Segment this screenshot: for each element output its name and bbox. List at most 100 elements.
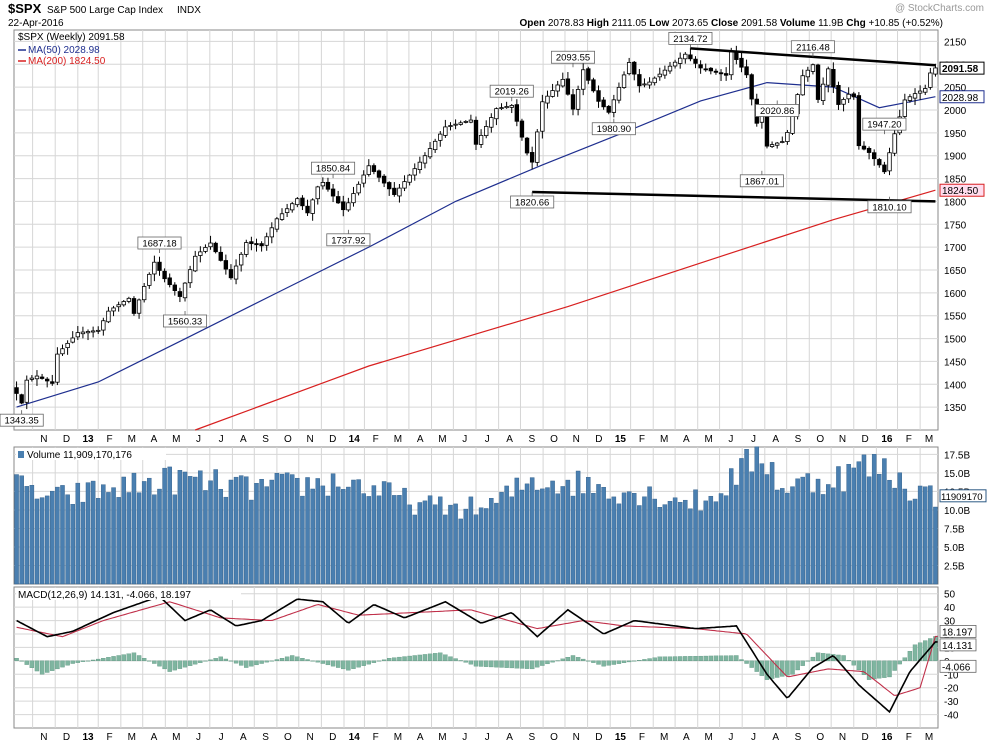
volume-bar xyxy=(274,472,280,585)
volume-right-label-box xyxy=(939,489,987,503)
volume-bar xyxy=(560,486,566,585)
volume-bar xyxy=(790,486,795,585)
volume-bar xyxy=(213,469,218,585)
candle-body xyxy=(203,247,208,252)
volume-bar xyxy=(244,476,249,585)
x-tick-label: S xyxy=(262,732,269,743)
macd-histogram-bar xyxy=(739,659,744,662)
volume-bar xyxy=(208,480,213,585)
candle-body xyxy=(422,155,428,164)
candle-body xyxy=(305,205,310,214)
volume-bar xyxy=(494,502,499,585)
macd-histogram-bar xyxy=(198,660,203,663)
price-y-tick-label: 2150 xyxy=(944,37,967,48)
price-y-tick-label: 1900 xyxy=(944,152,967,163)
candle-body xyxy=(647,81,652,86)
volume-bar xyxy=(637,505,642,585)
volume-right-label: 11909170 xyxy=(941,492,983,503)
candle-body xyxy=(427,148,433,158)
volume-bar xyxy=(683,499,688,585)
price-label-text: 1820.66 xyxy=(515,197,549,208)
macd-histogram-bar xyxy=(504,660,509,668)
x-tick-label: A xyxy=(506,434,513,445)
x-tick-label: 15 xyxy=(615,732,627,743)
price-label-text: 1980.90 xyxy=(597,124,631,135)
volume-bar xyxy=(254,483,259,585)
x-tick-label: N xyxy=(573,732,580,743)
macd-histogram-bar xyxy=(524,660,530,669)
macd-histogram-bar xyxy=(19,660,24,662)
volume-bar xyxy=(555,493,560,585)
macd-histogram-bar xyxy=(790,660,795,675)
candle-body xyxy=(244,242,249,255)
macd-histogram-bar xyxy=(550,660,555,663)
volume-bar xyxy=(601,487,606,585)
macd-histogram-bar xyxy=(775,660,780,678)
x-tick-label: F xyxy=(639,434,645,445)
macd-histogram-bar xyxy=(693,656,698,662)
candle-body xyxy=(111,307,116,312)
volume-bar xyxy=(325,495,331,585)
macd-histogram-bar xyxy=(381,659,387,662)
volume-bar xyxy=(897,472,902,585)
candle-body xyxy=(780,141,785,143)
x-tick-label: O xyxy=(816,434,824,445)
volume-y-tick-label: 7.5B xyxy=(944,524,965,535)
macd-histogram-bar xyxy=(632,660,637,662)
macd-histogram-bar xyxy=(678,656,683,662)
volume-bar xyxy=(698,510,703,585)
macd-histogram-bar xyxy=(662,656,668,662)
volume-y-tick-label: 2.5B xyxy=(944,561,965,572)
volume-bar xyxy=(289,474,295,585)
x-tick-label: F xyxy=(106,732,112,743)
x-tick-label: A xyxy=(772,732,779,743)
price-label-text: 1687.18 xyxy=(142,239,176,250)
candle-body xyxy=(315,186,320,200)
candle-body xyxy=(928,72,933,88)
macd-histogram-bar xyxy=(310,660,315,662)
x-tick-label: N xyxy=(306,434,313,445)
candle-body xyxy=(320,182,326,187)
volume-bar xyxy=(907,500,913,585)
volume-bar xyxy=(917,485,923,585)
candle-body xyxy=(586,68,591,81)
candle-body xyxy=(637,74,642,87)
macd-histogram-bar xyxy=(545,660,550,665)
macd-histogram-bar xyxy=(810,656,816,662)
candle-body xyxy=(565,78,571,95)
macd-right-label: 18.197 xyxy=(942,627,973,638)
macd-histogram-bar xyxy=(698,655,703,662)
volume-bar xyxy=(550,480,555,585)
volume-bar xyxy=(116,497,121,585)
macd-histogram-bar xyxy=(24,660,29,665)
candle-body xyxy=(106,310,111,323)
candle-body xyxy=(667,65,673,72)
x-tick-label: D xyxy=(595,732,602,743)
volume-bar xyxy=(611,496,617,585)
volume-bar xyxy=(667,501,673,585)
macd-histogram-bar xyxy=(157,660,162,667)
macd-histogram-bar xyxy=(172,660,177,671)
volume-bar xyxy=(764,474,770,585)
volume-bar xyxy=(412,514,417,585)
candle-body xyxy=(800,75,805,96)
volume-y-tick-label: 10.0B xyxy=(944,506,970,517)
exchange-label: INDX xyxy=(177,5,201,16)
candle-body xyxy=(279,213,285,220)
macd-histogram-bar xyxy=(111,656,116,662)
macd-histogram-bar xyxy=(80,660,86,662)
volume-bar xyxy=(662,504,668,585)
x-tick-label: J xyxy=(219,434,224,445)
watermark: @ StockCharts.com xyxy=(895,3,984,14)
macd-histogram-bar xyxy=(499,660,504,668)
macd-histogram-bar xyxy=(448,656,453,662)
macd-histogram-bar xyxy=(586,660,591,662)
x-tick-label: J xyxy=(485,732,490,743)
macd-histogram-bar xyxy=(177,660,183,669)
price-label-text: 2093.55 xyxy=(556,53,590,64)
volume-bar xyxy=(759,463,765,585)
x-tick-label: M xyxy=(128,732,136,743)
candle-body xyxy=(683,53,688,60)
macd-histogram-bar xyxy=(637,660,642,662)
